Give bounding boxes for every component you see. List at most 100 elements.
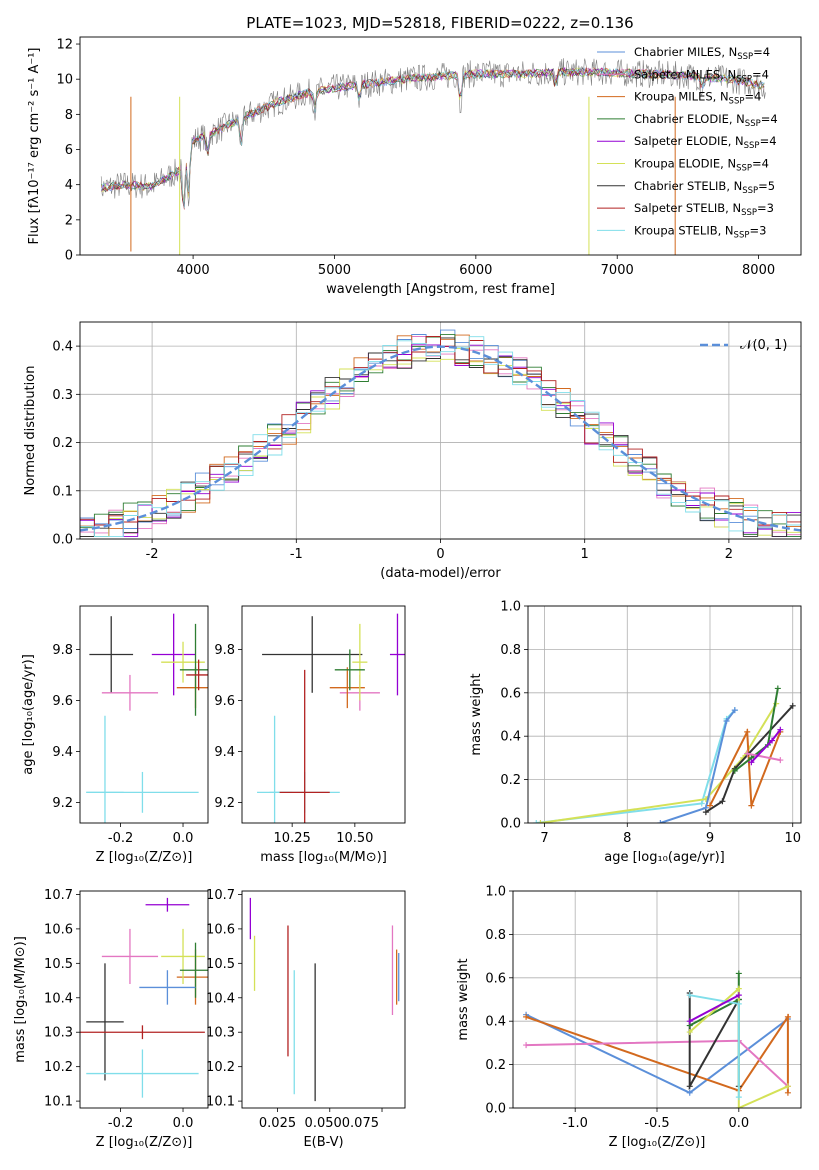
plot-area: [533, 685, 796, 823]
axes-frame: [79, 36, 802, 256]
x-tick-label: 10.25: [274, 831, 311, 846]
y-tick-label: 10.1: [206, 1095, 235, 1110]
panel-mass-vs-Z: -0.2 0.0 10.1 10.2 10.3 10.4 10.5 10.6 10.7 Z [lo…: [13, 888, 209, 1150]
y-tick-label: 1.0: [500, 600, 521, 615]
data-marker: [523, 1013, 530, 1020]
data-marker: [707, 802, 713, 809]
data-marker: [744, 728, 751, 735]
legend-count: =3: [749, 223, 766, 237]
y-axis-label: age [log₁₀(age/yr)]: [21, 654, 36, 775]
x-axis-label: (data-model)/error: [380, 566, 501, 581]
x-tick-label: -1: [290, 547, 303, 562]
x-tick-label: 10: [784, 831, 801, 846]
data-marker: [686, 1083, 693, 1090]
model-spectrum: [101, 67, 765, 203]
y-tick-label: 10.6: [206, 922, 235, 937]
panel-age-vs-Z: -0.2 0.0 9.2 9.4 9.6 9.8 Z [log₁₀(Z/Z⊙)] age [l…: [21, 605, 209, 865]
y-tick-label: 0.4: [485, 1015, 506, 1030]
x-tick-label: -1.0: [562, 1116, 587, 1131]
data-marker: [777, 757, 784, 764]
y-tick-label: 0.8: [485, 928, 506, 943]
mass-weight-line: [734, 688, 779, 772]
x-axis-label: Z [log₁₀(Z/Z⊙)]: [609, 1135, 706, 1150]
histogram-step: [80, 348, 801, 538]
x-axis-label: age [log₁₀(age/yr)]: [604, 850, 725, 865]
x-tick-label: -2: [146, 547, 159, 562]
spectrum-legend: Chabrier MILES, NSSP=4 Salpeter MILES, NS…: [597, 45, 778, 240]
plot-area: [80, 329, 801, 538]
histogram-step: [80, 336, 801, 526]
y-tick-label: 10.3: [44, 1026, 73, 1041]
data-marker: [784, 1083, 791, 1090]
x-tick-label: 0.0: [173, 831, 194, 846]
y-tick-label: 10.5: [206, 957, 235, 972]
x-tick-label: 9: [706, 831, 714, 846]
legend-subscript: SSP: [737, 52, 753, 62]
y-tick-label: 10.4: [44, 991, 73, 1006]
y-tick-label: 0.6: [485, 971, 506, 986]
data-marker: [702, 809, 709, 816]
y-tick-label: 10.7: [206, 888, 235, 903]
data-marker: [769, 737, 776, 744]
histogram-step: [80, 337, 801, 538]
y-axis-label: mass weight: [456, 958, 471, 1040]
data-marker: [735, 970, 742, 977]
data-marker: [735, 1105, 742, 1108]
legend-subscript: SSP: [745, 119, 761, 129]
y-tick-label: 0.2: [485, 1058, 506, 1073]
y-tick-label: 0.0: [52, 533, 73, 548]
model-spectrum: [100, 67, 765, 209]
legend-label: Salpeter MILES, NSSP=4: [634, 67, 769, 84]
x-tick-label: 8000: [742, 263, 775, 278]
y-tick-label: 2: [65, 213, 73, 228]
x-tick-label: 7000: [601, 263, 634, 278]
legend-subscript: SSP: [744, 141, 760, 151]
y-tick-label: 0: [65, 249, 73, 264]
y-tick-label: 10: [56, 73, 73, 88]
legend-label: Kroupa STELIB, NSSP=3: [634, 223, 766, 240]
y-tick-label: 10.6: [44, 922, 73, 937]
axes-frame: [527, 605, 802, 824]
x-tick-label: -0.5: [644, 1116, 669, 1131]
legend-subscript: SSP: [741, 208, 757, 218]
legend-label: Salpeter ELODIE, NSSP=4: [634, 134, 777, 151]
legend-count: =4: [753, 45, 770, 59]
legend-count: =4: [744, 90, 761, 104]
x-axis-label: wavelength [Angstrom, rest frame]: [326, 282, 555, 297]
legend-label: Salpeter STELIB, NSSP=3: [634, 201, 774, 218]
x-tick-label: 0: [436, 547, 444, 562]
data-marker: [686, 1029, 693, 1036]
y-tick-label: 9.8: [52, 643, 73, 658]
y-tick-label: 10.4: [206, 991, 235, 1006]
y-tick-label: 9.4: [214, 745, 235, 760]
plot-area: [86, 613, 208, 823]
data-marker: [735, 985, 742, 992]
legend-subscript: SSP: [742, 186, 758, 196]
data-marker: [744, 750, 751, 757]
y-axis-label: mass weight: [469, 673, 484, 755]
mass-weight-line: [705, 705, 794, 813]
data-marker: [735, 1094, 742, 1101]
y-tick-label: 6: [65, 143, 73, 158]
legend-subscript: SSP: [729, 97, 745, 107]
axes-frame: [79, 605, 209, 824]
legend-count: =5: [758, 179, 775, 193]
figure-title: PLATE=1023, MJD=52818, FIBERID=0222, z=0…: [246, 14, 633, 32]
plot-area: [100, 58, 766, 255]
data-marker: [523, 1042, 530, 1049]
y-tick-label: 9.2: [214, 796, 235, 811]
data-marker: [686, 1018, 693, 1025]
x-tick-label: -0.2: [108, 1116, 133, 1131]
y-tick-label: 10.2: [44, 1060, 73, 1075]
data-marker: [533, 820, 540, 823]
y-axis-label: Normed distribution: [23, 366, 38, 496]
legend-label: Chabrier ELODIE, NSSP=4: [634, 112, 778, 129]
data-marker: [686, 1089, 693, 1096]
panel-residual-histogram: -2 -1 0 1 2 0.0 0.1 0.2 0.3 0.4 (data-model)/error…: [23, 321, 802, 581]
panel-mass-weight-vs-age: 7 8 9 10 0.0 0.2 0.4 0.6 0.8 1.0 age [log₁₀(age/yr…: [469, 600, 802, 865]
y-tick-label: 9.4: [52, 745, 73, 760]
data-marker: [537, 820, 544, 823]
y-tick-label: 0.0: [500, 817, 521, 832]
legend-label: Chabrier STELIB, NSSP=5: [634, 179, 775, 196]
